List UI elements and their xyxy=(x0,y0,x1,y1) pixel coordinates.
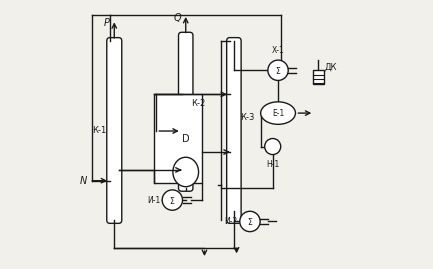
FancyBboxPatch shape xyxy=(178,32,193,175)
Text: $\Sigma$: $\Sigma$ xyxy=(169,194,175,206)
FancyBboxPatch shape xyxy=(154,94,202,183)
Circle shape xyxy=(162,190,183,210)
Text: К-2: К-2 xyxy=(191,99,205,108)
Text: Х-1: Х-1 xyxy=(271,46,284,55)
FancyBboxPatch shape xyxy=(226,38,241,223)
Text: ДК: ДК xyxy=(325,63,337,72)
FancyBboxPatch shape xyxy=(107,38,122,223)
Circle shape xyxy=(265,139,281,155)
FancyBboxPatch shape xyxy=(313,70,324,84)
Circle shape xyxy=(240,211,260,232)
Text: N: N xyxy=(80,176,87,186)
Circle shape xyxy=(268,60,288,80)
Text: Н-1: Н-1 xyxy=(266,160,279,169)
Text: И-1: И-1 xyxy=(147,196,160,204)
Text: D: D xyxy=(182,133,190,144)
Text: К-3: К-3 xyxy=(241,113,255,122)
Ellipse shape xyxy=(173,157,199,187)
Text: Q: Q xyxy=(173,13,181,23)
Text: P: P xyxy=(103,19,110,29)
FancyBboxPatch shape xyxy=(178,169,193,191)
Text: К-1: К-1 xyxy=(92,126,107,135)
Ellipse shape xyxy=(261,102,295,124)
Text: $\Sigma$: $\Sigma$ xyxy=(275,65,281,76)
Text: Е-1: Е-1 xyxy=(272,109,284,118)
Text: И-2: И-2 xyxy=(224,217,238,226)
Text: $\Sigma$: $\Sigma$ xyxy=(247,216,253,227)
